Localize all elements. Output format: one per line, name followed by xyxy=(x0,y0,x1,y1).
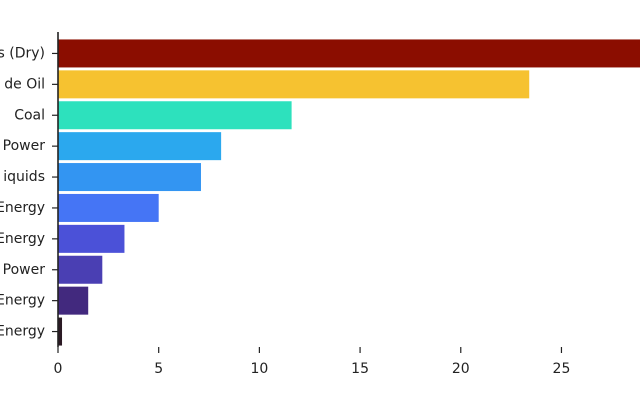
y-tick-label: Energy xyxy=(0,200,45,216)
x-tick-label: 5 xyxy=(154,361,163,377)
bar xyxy=(58,70,530,99)
y-tick-label: Power xyxy=(3,262,46,278)
bars xyxy=(58,39,640,346)
bar xyxy=(58,317,63,346)
bar xyxy=(58,193,159,222)
x-tick-label: 25 xyxy=(553,361,571,377)
bar xyxy=(58,255,103,284)
bar xyxy=(58,224,125,253)
bar xyxy=(58,286,89,315)
x-tick-label: 0 xyxy=(54,361,63,377)
x-axis: 0 5 10 15 20 25 xyxy=(54,347,571,377)
bar xyxy=(58,132,222,161)
bar xyxy=(58,163,201,192)
y-tick-label: Coal xyxy=(14,107,45,123)
x-tick-label: 10 xyxy=(250,361,268,377)
y-tick-label: Power xyxy=(3,138,46,154)
y-tick-label: Energy xyxy=(0,324,45,340)
y-tick-label: Energy xyxy=(0,231,45,247)
x-tick-label: 20 xyxy=(452,361,470,377)
y-tick-label: Energy xyxy=(0,293,45,309)
y-tick-label: de Oil xyxy=(4,76,45,92)
x-tick-label: 15 xyxy=(351,361,369,377)
y-tick-label: s (Dry) xyxy=(0,45,45,61)
bar xyxy=(58,101,292,130)
bar xyxy=(58,39,640,68)
y-tick-label: iquids xyxy=(3,169,45,185)
y-axis: s (Dry) de Oil Coal Power iquids Energy Energy… xyxy=(0,32,59,347)
